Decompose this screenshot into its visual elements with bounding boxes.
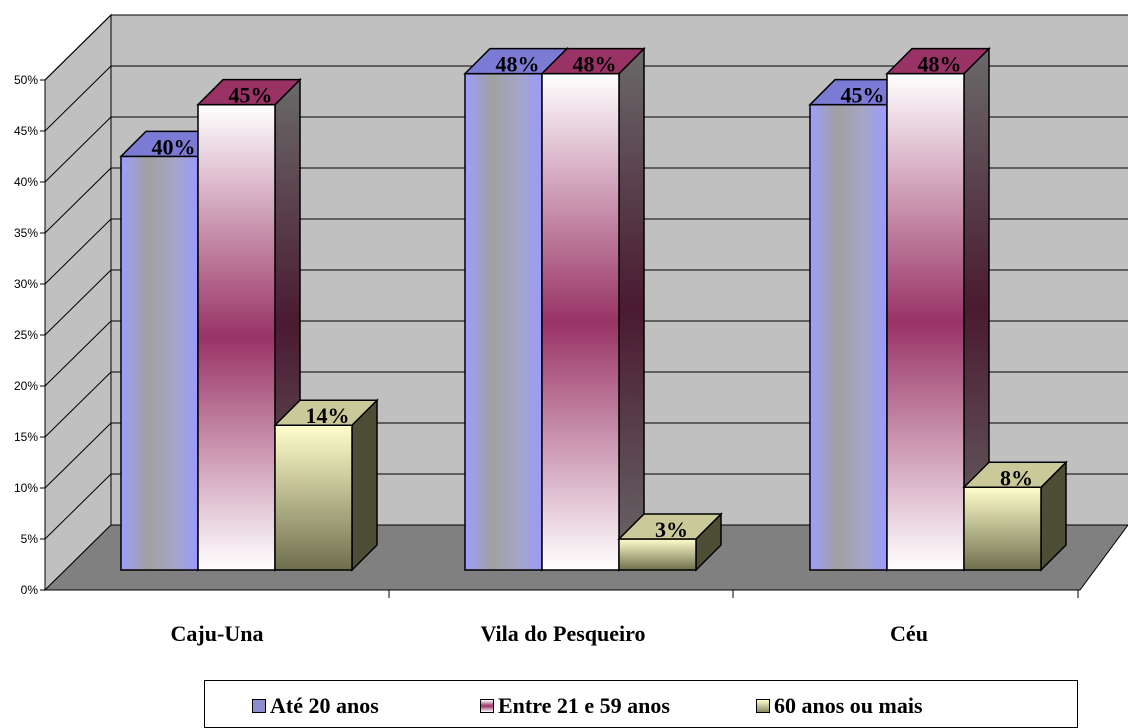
legend-label: 60 anos ou mais — [774, 693, 923, 718]
y-tick-label: 10% — [14, 481, 38, 495]
data-label: 48% — [496, 52, 540, 77]
bar-top — [962, 461, 1068, 489]
gridline — [44, 65, 112, 132]
bar — [886, 72, 965, 571]
bar — [963, 486, 1042, 571]
x-tick-label: Vila do Pesqueiro — [480, 621, 645, 646]
y-tick-label: 5% — [21, 532, 39, 546]
gridline — [44, 167, 112, 234]
gridline — [44, 218, 112, 285]
chart-legend: Até 20 anos Entre 21 e 59 anos 60 anos ou … — [204, 680, 1078, 728]
gridline — [44, 473, 112, 540]
legend-swatch — [252, 699, 266, 713]
bar-top — [540, 47, 646, 75]
x-tick-label: Caju-Una — [171, 621, 264, 646]
data-label: 8% — [1000, 465, 1033, 490]
gridline — [44, 14, 112, 81]
bar-side — [351, 398, 378, 572]
legend-item: Até 20 anos — [252, 693, 379, 719]
bar — [618, 538, 697, 571]
gridline — [44, 320, 112, 387]
bar — [464, 72, 543, 571]
y-tick-label: 30% — [14, 277, 38, 291]
y-tick-label: 15% — [14, 430, 38, 444]
bar-top — [196, 78, 302, 106]
y-tick-label: 50% — [14, 73, 38, 87]
legend-swatch — [756, 699, 770, 713]
data-label: 48% — [573, 52, 617, 77]
data-label: 3% — [655, 517, 688, 542]
bar — [274, 424, 353, 571]
bar-top — [273, 399, 379, 426]
x-tick-label: Céu — [890, 621, 928, 646]
legend-swatch — [480, 699, 494, 713]
y-tick-label: 35% — [14, 226, 38, 240]
y-tick-label: 0% — [21, 583, 39, 597]
legend-label: Entre 21 e 59 anos — [498, 693, 670, 718]
bar-side — [618, 46, 645, 572]
gridline — [44, 371, 112, 438]
bar — [197, 103, 276, 571]
y-tick-label: 25% — [14, 328, 38, 342]
data-label: 48% — [918, 52, 962, 77]
data-label: 45% — [841, 83, 885, 108]
y-tick-label: 40% — [14, 175, 38, 189]
legend-item: Entre 21 e 59 anos — [480, 693, 670, 719]
gridline — [44, 422, 112, 489]
y-tick-label: 45% — [14, 124, 38, 138]
legend-label: Até 20 anos — [270, 693, 379, 718]
data-label: 45% — [229, 83, 273, 108]
legend-item: 60 anos ou mais — [756, 693, 923, 719]
bar-top — [885, 47, 991, 75]
data-label: 14% — [306, 403, 350, 428]
data-label: 40% — [152, 134, 196, 159]
gridline — [44, 269, 112, 336]
bar-top — [617, 513, 723, 540]
gridline — [44, 116, 112, 183]
bar — [120, 155, 199, 571]
chart-canvas: 0% 5% 10% 15% 20% 25% 30% 35% 40% 45% 50% 40% 45% 14%… — [14, 13, 1128, 646]
bar — [809, 103, 888, 571]
bar — [541, 72, 620, 571]
y-tick-label: 20% — [14, 379, 38, 393]
